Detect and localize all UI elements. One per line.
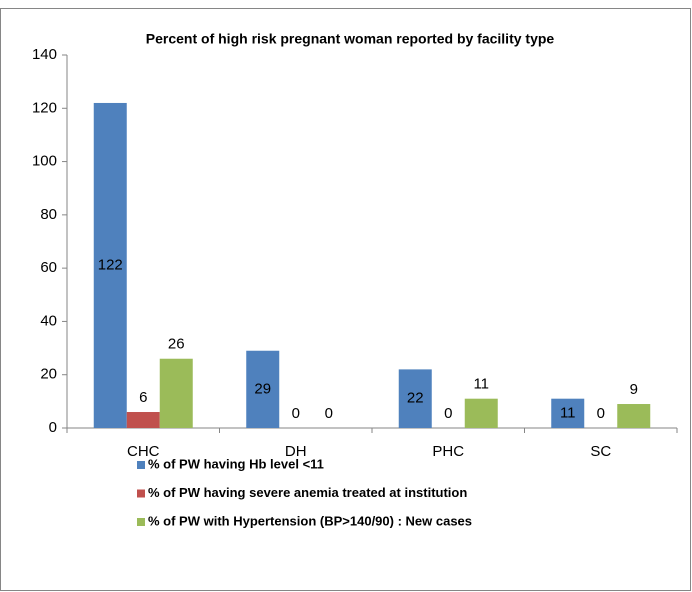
legend-label: % of PW with Hypertension (BP>140/90) : … — [148, 513, 472, 528]
y-tick-label: 0 — [49, 419, 57, 436]
data-label: 11 — [560, 404, 576, 421]
y-tick-label: 40 — [40, 312, 57, 329]
data-label: 0 — [325, 405, 333, 422]
bar — [617, 404, 651, 428]
data-label: 6 — [139, 389, 147, 406]
data-label: 0 — [444, 405, 452, 422]
y-tick-label: 140 — [32, 46, 57, 63]
y-tick-label: 20 — [40, 366, 57, 383]
data-label: 26 — [168, 336, 185, 353]
chart-title: Percent of high risk pregnant woman repo… — [146, 31, 555, 47]
bar — [159, 358, 193, 428]
y-tick-label: 80 — [40, 206, 57, 223]
y-tick-label: 120 — [32, 99, 57, 116]
y-tick-label: 60 — [40, 259, 57, 276]
data-label: 11 — [473, 376, 489, 393]
bar — [246, 350, 280, 428]
legend-swatch — [137, 461, 145, 469]
bar — [551, 398, 585, 428]
legend-swatch — [137, 518, 145, 526]
legend-label: % of PW having severe anemia treated at … — [148, 485, 467, 500]
bar — [126, 412, 160, 428]
data-label: 122 — [98, 256, 123, 273]
x-tick-label: DH — [285, 443, 307, 460]
bar — [93, 102, 127, 428]
y-tick-label: 100 — [32, 153, 57, 170]
legend-label: % of PW having Hb level <11 — [148, 456, 324, 471]
bar — [464, 398, 498, 428]
x-tick-label: CHC — [127, 443, 160, 460]
data-label: 9 — [630, 381, 638, 398]
data-label: 0 — [597, 405, 605, 422]
data-label: 0 — [292, 405, 300, 422]
x-tick-label: PHC — [432, 443, 464, 460]
data-label: 22 — [407, 390, 424, 407]
bar — [398, 369, 432, 428]
data-label: 29 — [254, 380, 271, 397]
x-tick-label: SC — [590, 443, 611, 460]
legend-swatch — [137, 489, 145, 498]
